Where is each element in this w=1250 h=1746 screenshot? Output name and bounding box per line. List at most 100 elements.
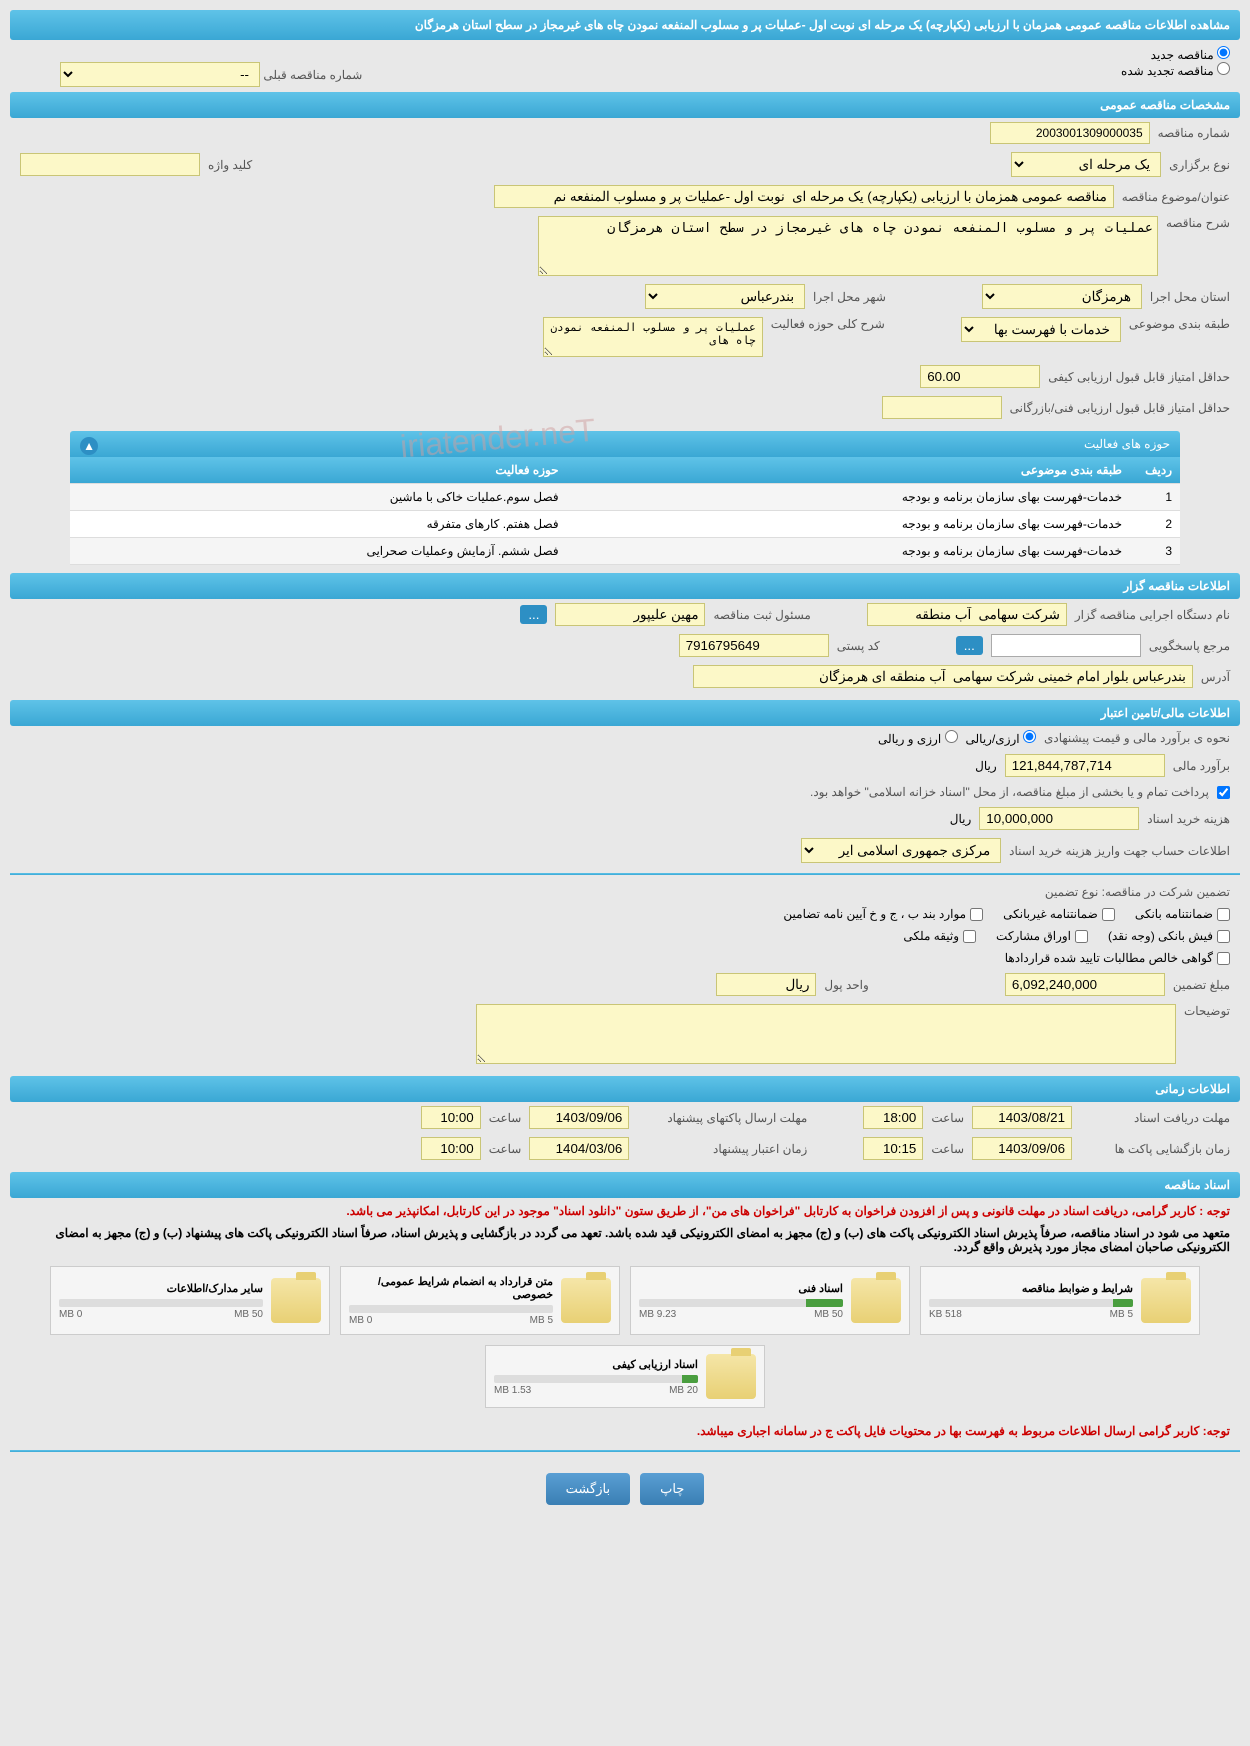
- cb-property[interactable]: وثیقه ملکی: [903, 929, 976, 943]
- pkg-deadline-time[interactable]: [421, 1106, 481, 1129]
- open-time[interactable]: [863, 1137, 923, 1160]
- type-select[interactable]: یک مرحله ای: [1011, 152, 1161, 177]
- category-select[interactable]: خدمات با فهرست بها: [961, 317, 1121, 342]
- guarantee-amount-input[interactable]: [1005, 973, 1165, 996]
- reg-person-input[interactable]: [555, 603, 705, 626]
- doc-cost-label: هزینه خرید اسناد: [1147, 812, 1230, 826]
- doc-card[interactable]: سایر مدارک/اطلاعات 50 MB0 MB: [50, 1266, 330, 1335]
- doc-max: 5 MB: [530, 1315, 553, 1326]
- cell-activity: فصل سوم.عملیات خاکی با ماشین: [70, 484, 567, 511]
- cell-activity: فصل هفتم. کارهای متفرقه: [70, 511, 567, 538]
- validity-date[interactable]: [529, 1137, 629, 1160]
- doc-title: اسناد فنی: [639, 1282, 843, 1295]
- doc-used: 0 MB: [349, 1315, 372, 1326]
- org-label: نام دستگاه اجرایی مناقصه گزار: [1075, 608, 1230, 622]
- responder-lookup-button[interactable]: ...: [956, 636, 983, 655]
- responder-label: مرجع پاسخگویی: [1149, 639, 1230, 653]
- postal-input[interactable]: [679, 634, 829, 657]
- cb-nonbank-guarantee[interactable]: ضمانتنامه غیربانکی: [1003, 907, 1115, 921]
- time-label-1: ساعت: [931, 1111, 964, 1125]
- min-tech-input[interactable]: [882, 396, 1002, 419]
- postal-label: کد پستی: [837, 639, 880, 653]
- cb-net-claims[interactable]: گواهی خالص مطالبات تایید شده قراردادها: [1005, 951, 1230, 965]
- doc-used: 1.53 MB: [494, 1385, 531, 1396]
- time-label-4: ساعت: [489, 1142, 522, 1156]
- tender-type-radios: مناقصه جدید مناقصه تجدید شده شماره مناقص…: [10, 40, 1240, 84]
- progress-bar: [59, 1299, 263, 1307]
- section-general: مشخصات مناقصه عمومی: [10, 92, 1240, 118]
- open-label: زمان بازگشایی پاکت ها: [1080, 1142, 1230, 1156]
- open-date[interactable]: [972, 1137, 1072, 1160]
- folder-icon: [271, 1278, 321, 1323]
- reg-person-label: مسئول ثبت مناقصه: [713, 608, 810, 622]
- pkg-deadline-label: مهلت ارسال پاکتهای پیشنهاد: [637, 1111, 807, 1125]
- doc-card[interactable]: متن قرارداد به انضمام شرایط عمومی/خصوصی …: [340, 1266, 620, 1335]
- doc-max: 5 MB: [1110, 1309, 1133, 1320]
- cell-row-n: 1: [1130, 484, 1180, 511]
- back-button[interactable]: بازگشت: [546, 1473, 630, 1505]
- doc-card[interactable]: شرایط و ضوابط مناقصه 5 MB 518 KB: [920, 1266, 1200, 1335]
- subject-label: عنوان/موضوع مناقصه: [1122, 190, 1230, 204]
- doc-used: 518 KB: [929, 1309, 962, 1320]
- doc-deadline-date[interactable]: [972, 1106, 1072, 1129]
- folder-icon: [561, 1278, 611, 1323]
- page-title: مشاهده اطلاعات مناقصه عمومی همزمان با ار…: [10, 10, 1240, 40]
- account-select[interactable]: مرکزی جمهوری اسلامی ایر: [801, 838, 1001, 863]
- activity-table-title: حوزه های فعالیت ▲: [70, 431, 1180, 457]
- estimate-input[interactable]: [1005, 754, 1165, 777]
- radio-rial[interactable]: ارزی/ریالی: [966, 730, 1036, 746]
- progress-bar: [349, 1305, 553, 1313]
- section-financial: اطلاعات مالی/تامین اعتبار: [10, 700, 1240, 726]
- cb-bank-receipt[interactable]: فیش بانکی (وجه نقد): [1108, 929, 1230, 943]
- doc-max: 20 MB: [669, 1385, 698, 1396]
- min-tech-label: حداقل امتیاز قابل قبول ارزیابی فنی/بازرگ…: [1010, 401, 1230, 415]
- subject-input[interactable]: [494, 185, 1114, 208]
- radio-new-tender[interactable]: مناقصه جدید: [1151, 48, 1230, 62]
- tender-no-label: شماره مناقصه: [1158, 126, 1230, 140]
- cell-activity: فصل ششم. آزمایش وعملیات صحرایی: [70, 538, 567, 565]
- radio-new-label: مناقصه جدید: [1151, 48, 1214, 62]
- notes-textarea[interactable]: [476, 1004, 1176, 1064]
- address-input[interactable]: [693, 665, 1193, 688]
- doc-cost-input[interactable]: [979, 807, 1139, 830]
- doc-deadline-time[interactable]: [863, 1106, 923, 1129]
- treasury-note: پرداخت تمام و یا بخشی از مبلغ مناقصه، از…: [810, 785, 1209, 799]
- doc-deadline-label: مهلت دریافت اسناد: [1080, 1111, 1230, 1125]
- pkg-deadline-date[interactable]: [529, 1106, 629, 1129]
- activity-desc-field[interactable]: عملیات پر و مسلوب المنفعه نمودن چاه های: [543, 317, 763, 357]
- desc-textarea[interactable]: عملیات پر و مسلوب المنفعه نمودن چاه های …: [538, 216, 1158, 276]
- collapse-icon[interactable]: ▲: [80, 437, 98, 455]
- prev-tender-select[interactable]: --: [60, 62, 260, 87]
- doc-card[interactable]: اسناد فنی 50 MB9.23 MB: [630, 1266, 910, 1335]
- min-quality-input[interactable]: [920, 365, 1040, 388]
- radio-both[interactable]: ارزی و ریالی: [878, 730, 958, 746]
- unit-input[interactable]: [716, 973, 816, 996]
- tender-no-field: 2003001309000035: [990, 122, 1150, 144]
- category-label: طبقه بندی موضوعی: [1129, 317, 1230, 331]
- keyword-input[interactable]: [20, 153, 200, 176]
- cb-regulation-items[interactable]: موارد بند ب ، ج و خ آیین نامه تضامین: [783, 907, 983, 921]
- cell-row-n: 2: [1130, 511, 1180, 538]
- cb-bank-guarantee[interactable]: ضمانتنامه بانکی: [1135, 907, 1230, 921]
- reg-person-lookup-button[interactable]: ...: [520, 605, 547, 624]
- cb-bonds[interactable]: اوراق مشارکت: [996, 929, 1088, 943]
- th-row: ردیف: [1130, 457, 1180, 484]
- doc-used: 0 MB: [59, 1309, 82, 1320]
- desc-label: شرح مناقصه: [1166, 216, 1230, 230]
- estimate-label: برآورد مالی: [1173, 759, 1230, 773]
- currency-label: ریال: [975, 759, 997, 773]
- doc-title: شرایط و ضوابط مناقصه: [929, 1282, 1133, 1295]
- folder-icon: [706, 1354, 756, 1399]
- responder-input[interactable]: [991, 634, 1141, 657]
- treasury-checkbox[interactable]: [1217, 786, 1230, 799]
- currency-label-2: ریال: [950, 812, 972, 826]
- city-select[interactable]: بندرعباس: [645, 284, 805, 309]
- validity-time[interactable]: [421, 1137, 481, 1160]
- org-input[interactable]: [867, 603, 1067, 626]
- print-button[interactable]: چاپ: [640, 1473, 704, 1505]
- province-select[interactable]: هرمزگان: [982, 284, 1142, 309]
- progress-bar: [494, 1375, 698, 1383]
- doc-card[interactable]: اسناد ارزیابی کیفی 20 MB1.53 MB: [485, 1345, 765, 1408]
- doc-max: 50 MB: [814, 1309, 843, 1320]
- radio-renewed-tender[interactable]: مناقصه تجدید شده: [1121, 64, 1230, 78]
